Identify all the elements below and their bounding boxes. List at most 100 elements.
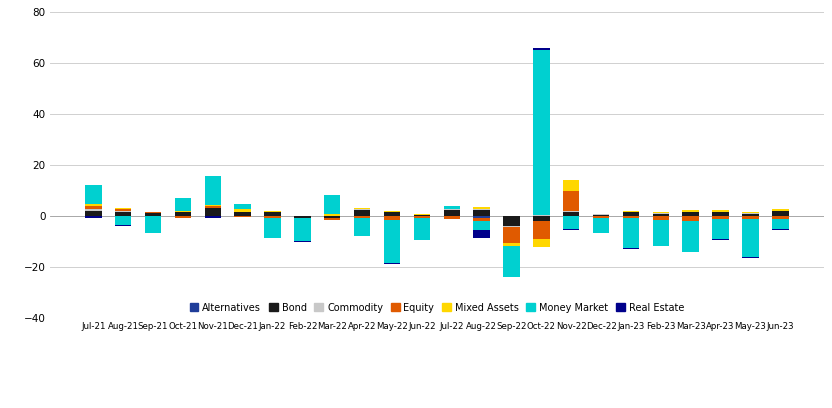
Bar [533, 50, 550, 215]
Bar [295, 217, 310, 218]
Bar [265, 216, 280, 217]
Bar [85, 216, 102, 217]
Bar [563, 211, 579, 212]
Bar [473, 210, 490, 216]
Bar [414, 216, 430, 218]
Bar [324, 214, 340, 216]
Bar [443, 216, 460, 219]
Bar [742, 216, 759, 219]
Bar [533, 221, 550, 239]
Bar [473, 209, 490, 210]
Bar [503, 227, 520, 242]
Bar [85, 185, 102, 204]
Bar [712, 219, 729, 239]
Bar [205, 176, 221, 205]
Legend: Alternatives, Bond, Commodity, Equity, Mixed Assets, Money Market, Real Estate: Alternatives, Bond, Commodity, Equity, M… [186, 299, 688, 317]
Bar [354, 216, 370, 218]
Bar [115, 212, 131, 216]
Bar [85, 211, 102, 216]
Bar [205, 206, 221, 208]
Bar [682, 252, 699, 253]
Bar [324, 216, 340, 217]
Bar [205, 208, 221, 216]
Bar [354, 210, 370, 216]
Bar [145, 216, 161, 233]
Bar [145, 213, 161, 216]
Bar [443, 206, 460, 208]
Bar [85, 206, 102, 209]
Bar [384, 213, 400, 216]
Bar [354, 208, 370, 209]
Bar [593, 214, 609, 215]
Bar [652, 212, 669, 213]
Bar [772, 209, 789, 211]
Bar [473, 217, 490, 221]
Bar [354, 218, 370, 236]
Bar [563, 212, 579, 216]
Bar [443, 210, 460, 216]
Bar [622, 248, 639, 249]
Bar [384, 212, 400, 213]
Bar [384, 220, 400, 264]
Bar [384, 216, 400, 220]
Bar [175, 211, 191, 212]
Bar [712, 213, 729, 216]
Bar [503, 242, 520, 246]
Bar [235, 209, 251, 212]
Bar [503, 216, 520, 226]
Bar [712, 212, 729, 213]
Bar [772, 216, 789, 219]
Bar [682, 216, 699, 221]
Bar [175, 198, 191, 211]
Bar [324, 217, 340, 220]
Bar [682, 213, 699, 216]
Bar [443, 208, 460, 209]
Bar [295, 216, 310, 217]
Bar [652, 220, 669, 246]
Bar [473, 216, 490, 217]
Bar [682, 210, 699, 212]
Bar [354, 209, 370, 210]
Bar [235, 204, 251, 209]
Bar [742, 214, 759, 216]
Bar [175, 212, 191, 216]
Bar [265, 217, 280, 238]
Bar [175, 216, 191, 217]
Bar [414, 215, 430, 216]
Bar [622, 217, 639, 248]
Bar [593, 217, 609, 233]
Bar [115, 216, 131, 225]
Bar [593, 216, 609, 217]
Bar [414, 218, 430, 240]
Bar [85, 204, 102, 206]
Bar [772, 219, 789, 229]
Bar [652, 213, 669, 214]
Bar [742, 219, 759, 257]
Bar [533, 239, 550, 247]
Bar [712, 239, 729, 240]
Bar [443, 209, 460, 210]
Bar [384, 211, 400, 212]
Bar [205, 205, 221, 206]
Bar [115, 225, 131, 226]
Bar [324, 195, 340, 214]
Bar [265, 212, 280, 216]
Bar [414, 214, 430, 215]
Bar [235, 212, 251, 216]
Bar [652, 216, 669, 220]
Bar [503, 226, 520, 227]
Bar [563, 229, 579, 230]
Bar [682, 221, 699, 252]
Bar [622, 216, 639, 217]
Bar [473, 230, 490, 238]
Bar [772, 229, 789, 230]
Bar [295, 218, 310, 241]
Bar [712, 216, 729, 219]
Bar [622, 212, 639, 216]
Bar [115, 211, 131, 212]
Bar [593, 215, 609, 216]
Bar [772, 211, 789, 216]
Bar [563, 180, 579, 191]
Bar [85, 209, 102, 211]
Bar [682, 212, 699, 213]
